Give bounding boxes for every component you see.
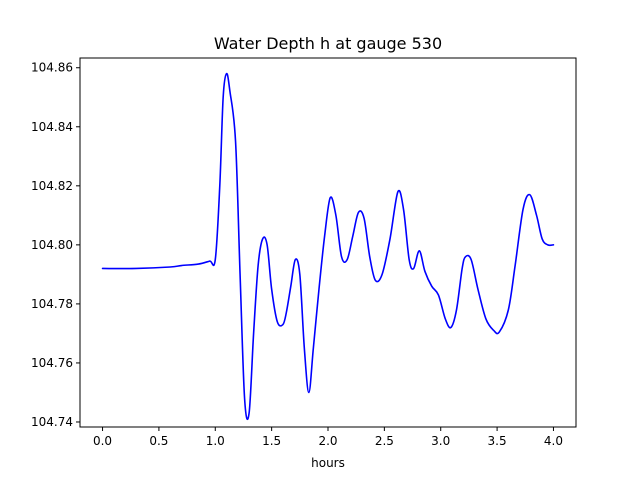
y-tick-label: 104.76: [31, 356, 73, 370]
x-tick-label: 4.0: [544, 434, 563, 448]
x-tick-label: 3.0: [431, 434, 450, 448]
x-tick-label: 2.0: [318, 434, 337, 448]
y-tick-label: 104.84: [31, 120, 73, 134]
x-tick-label: 0.0: [93, 434, 112, 448]
y-tick-label: 104.82: [31, 179, 73, 193]
y-tick-label: 104.74: [31, 415, 73, 429]
plot-frame: [79, 57, 577, 428]
x-tick-label: 3.5: [488, 434, 507, 448]
x-axis: 0.0 0.5 1.0 1.5 2.0 2.5 3.0 3.5 4.0: [93, 427, 563, 448]
y-tick-label: 104.80: [31, 238, 73, 252]
x-tick-label: 1.5: [262, 434, 281, 448]
y-tick-label: 104.78: [31, 297, 73, 311]
y-axis: 104.74 104.76 104.78 104.80 104.82 104.84 104.…: [31, 61, 80, 429]
y-tick-label: 104.86: [31, 61, 73, 75]
chart-title: Water Depth h at gauge 530: [214, 34, 442, 53]
series-group: [101, 72, 555, 421]
x-tick-label: 1.0: [206, 434, 225, 448]
x-tick-label: 0.5: [149, 434, 168, 448]
x-tick-label: 2.5: [375, 434, 394, 448]
series-line: [101, 72, 555, 421]
x-axis-label: hours: [311, 456, 345, 470]
